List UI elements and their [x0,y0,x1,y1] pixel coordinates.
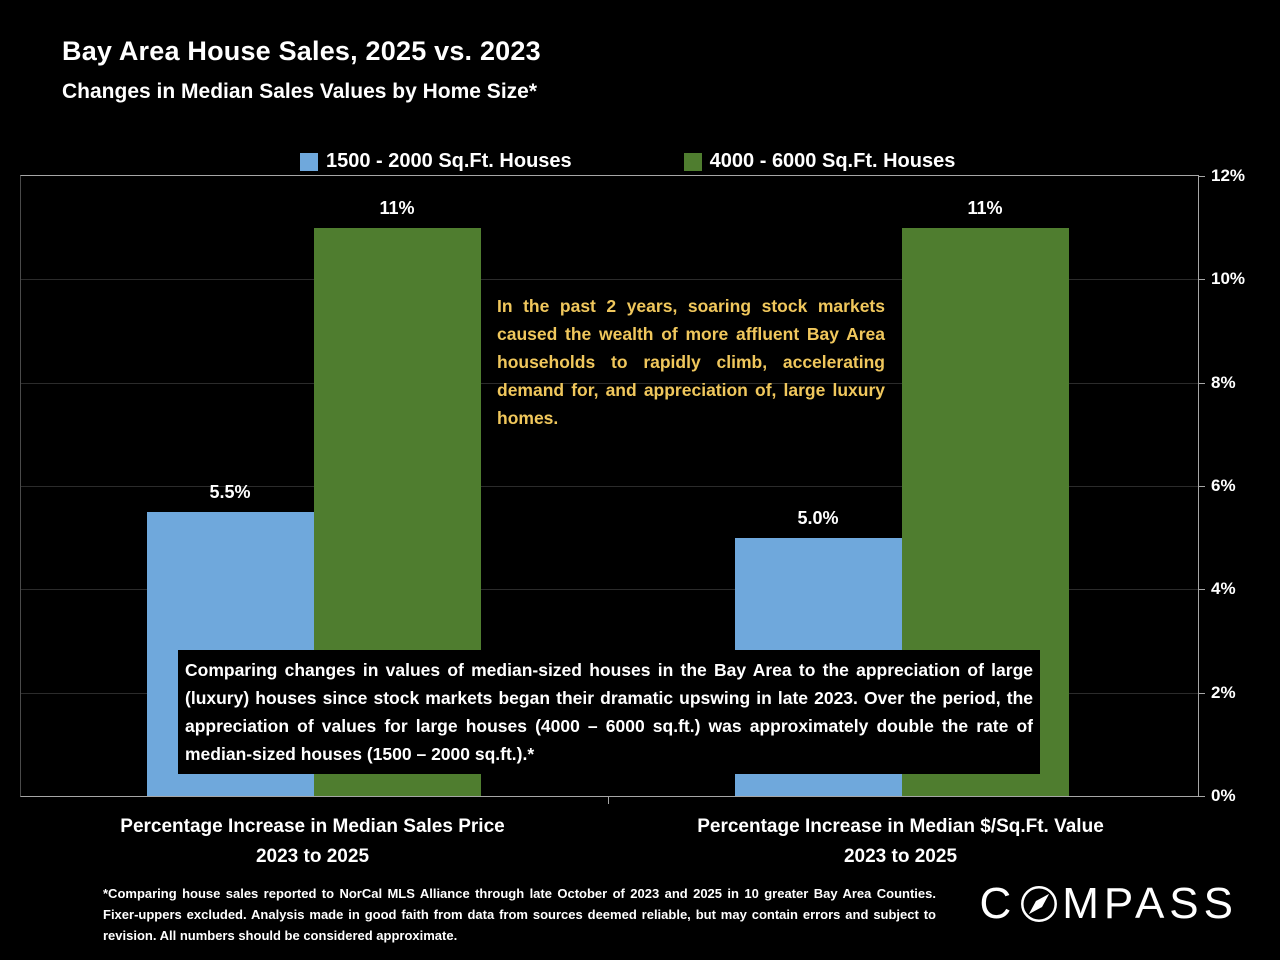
category-label-line: 2023 to 2025 [843,846,958,867]
bar-value-label: 5.0% [797,507,839,528]
legend-item-large-houses: 4000 - 6000 Sq.Ft. Houses [683,150,956,173]
y-axis-label: 6% [1211,476,1236,495]
bar-value-label: 11% [379,197,415,218]
compass-logo-text-start: C [979,879,1017,928]
page-subtitle: Changes in Median Sales Values by Home S… [62,80,538,103]
legend-swatch-green [683,152,702,171]
y-axis-label: 12% [1211,166,1246,185]
y-axis-label: 2% [1211,682,1236,702]
gridline [21,589,1198,591]
category-label-line: 2023 to 2025 [255,846,370,867]
legend-item-small-houses: 1500 - 2000 Sq.Ft. Houses [300,150,572,173]
footnote: *Comparing house sales reported to NorCa… [103,886,936,943]
annotation-yellow-note: In the past 2 years, soaring stock marke… [497,296,885,428]
compass-o-icon [1021,886,1058,922]
y-axis-tick [1198,796,1205,797]
legend-label: 1500 - 2000 Sq.Ft. Houses [326,150,572,172]
y-axis-tick [1198,279,1205,281]
category-label-line: Percentage Increase in Median Sales Pric… [120,816,505,837]
gridline [21,486,1198,487]
category-label-line: Percentage Increase in Median $/Sq.Ft. V… [697,816,1104,837]
legend-label: 4000 - 6000 Sq.Ft. Houses [709,150,956,172]
gridline [21,382,1198,384]
y-axis-label: 8% [1211,372,1236,392]
legend-swatch-blue [300,152,318,171]
bar-value-label: 11% [967,197,1003,218]
y-axis-label: 4% [1211,579,1236,599]
gridline [21,279,1198,281]
y-axis-tick [1198,486,1205,487]
y-axis-tick [1198,589,1205,591]
bar-value-label: 5.5% [209,481,251,502]
category-label: Percentage Increase in Median $/Sq.Ft. V… [581,812,1221,872]
chart-legend: 1500 - 2000 Sq.Ft. Houses 4000 - 6000 Sq… [300,150,955,173]
y-axis-tick [1198,692,1205,694]
y-axis-label: 0% [1211,786,1236,805]
annotation-white-note: Comparing changes in values of median-si… [178,650,1040,774]
x-axis-tick [607,796,609,804]
page-title: Bay Area House Sales, 2025 vs. 2023 [62,36,541,66]
y-axis-tick [1198,382,1205,384]
compass-logo: C MPASS [979,882,1238,926]
y-axis-label: 10% [1211,269,1246,289]
compass-logo-text-end: MPASS [1062,879,1238,928]
category-label: Percentage Increase in Median Sales Pric… [0,812,633,872]
y-axis-tick [1198,176,1205,177]
